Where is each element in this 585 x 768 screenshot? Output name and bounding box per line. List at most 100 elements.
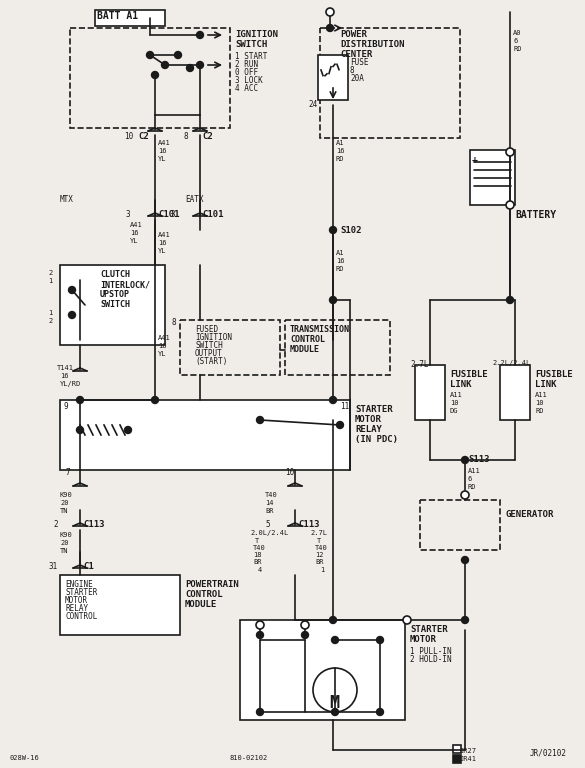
Text: RELAY: RELAY xyxy=(65,604,88,613)
Circle shape xyxy=(332,637,339,644)
Bar xyxy=(320,28,460,138)
Text: T: T xyxy=(255,538,259,544)
Text: K90: K90 xyxy=(60,532,73,538)
Text: RD: RD xyxy=(513,46,521,52)
Text: C1: C1 xyxy=(83,562,94,571)
Bar xyxy=(420,500,500,550)
Circle shape xyxy=(187,65,194,71)
Text: A41: A41 xyxy=(158,140,171,146)
Text: T40: T40 xyxy=(253,545,266,551)
Text: S102: S102 xyxy=(340,226,362,235)
Circle shape xyxy=(161,61,168,68)
Text: TRANSMISSION: TRANSMISSION xyxy=(290,325,350,334)
Text: 10: 10 xyxy=(285,468,294,477)
Text: A41: A41 xyxy=(130,222,143,228)
Circle shape xyxy=(377,709,384,716)
Circle shape xyxy=(506,201,514,209)
Bar xyxy=(60,575,180,635)
Bar xyxy=(95,10,165,26)
Text: C113: C113 xyxy=(83,520,105,529)
Text: 1 START: 1 START xyxy=(235,52,267,61)
Text: LINK: LINK xyxy=(535,380,556,389)
Circle shape xyxy=(256,621,264,629)
Text: CONTROL: CONTROL xyxy=(290,335,325,344)
Text: A11: A11 xyxy=(450,392,463,398)
Circle shape xyxy=(152,396,159,403)
Circle shape xyxy=(336,422,343,429)
Circle shape xyxy=(256,709,263,716)
Circle shape xyxy=(462,557,469,564)
Text: 5: 5 xyxy=(266,520,270,529)
Text: C2: C2 xyxy=(138,132,149,141)
Circle shape xyxy=(77,396,84,403)
Circle shape xyxy=(125,426,132,433)
Text: YL: YL xyxy=(158,248,167,254)
Text: STARTER: STARTER xyxy=(65,588,97,597)
Text: MOTOR: MOTOR xyxy=(355,415,382,424)
Text: C2: C2 xyxy=(202,132,213,141)
Text: 2 RUN: 2 RUN xyxy=(235,60,258,69)
Text: MODULE: MODULE xyxy=(290,345,320,354)
Circle shape xyxy=(506,148,514,156)
Text: 9: 9 xyxy=(63,402,68,411)
Text: MOTOR: MOTOR xyxy=(65,596,88,605)
Text: FUSIBLE: FUSIBLE xyxy=(535,370,573,379)
Text: A41: A41 xyxy=(158,232,171,238)
Text: JR/02102: JR/02102 xyxy=(530,748,567,757)
Text: FUSED: FUSED xyxy=(195,325,218,334)
Bar xyxy=(318,55,348,100)
Text: C101: C101 xyxy=(202,210,223,219)
Text: STARTER: STARTER xyxy=(355,405,393,414)
Text: (IN PDC): (IN PDC) xyxy=(355,435,398,444)
Text: A1: A1 xyxy=(336,140,345,146)
Bar xyxy=(453,745,461,753)
Text: 1: 1 xyxy=(48,278,52,284)
Text: DISTRIBUTION: DISTRIBUTION xyxy=(340,40,404,49)
Text: 2.7L: 2.7L xyxy=(410,360,428,369)
Circle shape xyxy=(152,71,159,78)
Text: TN: TN xyxy=(60,548,68,554)
Text: 6: 6 xyxy=(468,476,472,482)
Text: K90: K90 xyxy=(60,492,73,498)
Text: 16: 16 xyxy=(130,230,139,236)
Text: YL: YL xyxy=(130,238,139,244)
Circle shape xyxy=(174,51,181,58)
Text: DG: DG xyxy=(450,408,459,414)
Circle shape xyxy=(377,637,384,644)
Text: OUTPUT: OUTPUT xyxy=(195,349,223,358)
Text: 10: 10 xyxy=(535,400,543,406)
Bar xyxy=(60,265,165,345)
Text: SWITCH: SWITCH xyxy=(235,40,267,49)
Circle shape xyxy=(256,416,263,423)
Text: 8: 8 xyxy=(183,132,188,141)
Text: 20A: 20A xyxy=(350,74,364,83)
Text: RD: RD xyxy=(535,408,543,414)
Circle shape xyxy=(507,296,514,303)
Text: 7: 7 xyxy=(65,468,70,477)
Text: C101: C101 xyxy=(158,210,180,219)
Text: IGNITION: IGNITION xyxy=(195,333,232,342)
Text: T40: T40 xyxy=(265,492,278,498)
Text: 12: 12 xyxy=(315,552,324,558)
Text: CONTROL: CONTROL xyxy=(185,590,223,599)
Text: BR: BR xyxy=(265,508,274,514)
Circle shape xyxy=(197,61,204,68)
Circle shape xyxy=(313,668,357,712)
Text: YL: YL xyxy=(158,351,167,357)
Bar xyxy=(60,400,350,470)
Text: A0: A0 xyxy=(513,30,521,36)
Text: 16: 16 xyxy=(158,343,167,349)
Text: 16: 16 xyxy=(336,148,345,154)
Bar xyxy=(70,28,230,128)
Text: CLUTCH: CLUTCH xyxy=(100,270,130,279)
Text: 14: 14 xyxy=(265,500,274,506)
Text: 2: 2 xyxy=(48,270,52,276)
Text: RD: RD xyxy=(336,156,345,162)
Text: S113: S113 xyxy=(468,455,490,464)
Text: BR: BR xyxy=(253,559,261,565)
Text: BATT A1: BATT A1 xyxy=(97,11,138,21)
Text: RD: RD xyxy=(468,484,477,490)
Text: 8: 8 xyxy=(350,66,355,75)
Circle shape xyxy=(329,396,336,403)
Bar xyxy=(415,365,445,420)
